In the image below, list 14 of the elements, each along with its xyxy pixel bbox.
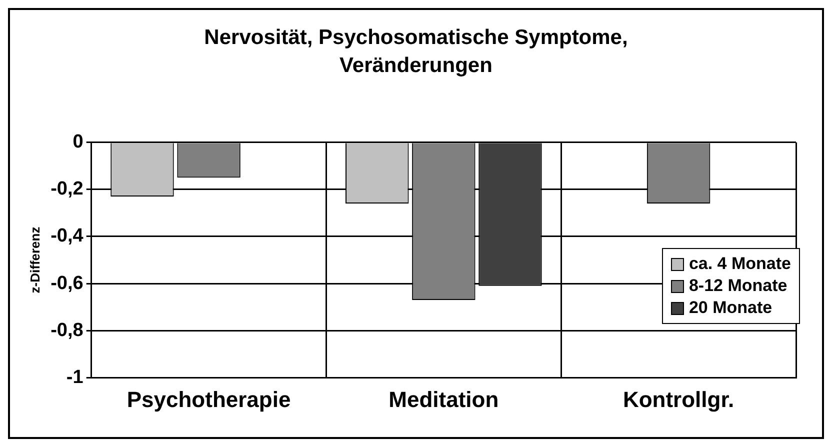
y-tick-label: -0,4 [50,226,84,247]
y-tick-label: -1 [66,366,84,388]
chart-title: Nervosität, Psychosomatische Symptome, Veränderungen [203,25,629,79]
x-tick-label: Meditation [388,386,499,412]
x-tick-label: Kontrollgr. [622,386,734,412]
y-tick-label: 0 [72,132,84,153]
y-axis-title: z-Differenz [27,226,42,294]
y-tick-label: -0,8 [50,320,84,341]
y-tick-label: -0,2 [50,178,84,200]
legend-label: 8-12 Monate [688,275,788,297]
x-tick-label: Psychotherapie [126,386,291,412]
legend-label: ca. 4 Monate [688,253,791,275]
legend-label: 20 Monate [688,297,772,319]
y-tick-label: -0,6 [50,272,84,294]
